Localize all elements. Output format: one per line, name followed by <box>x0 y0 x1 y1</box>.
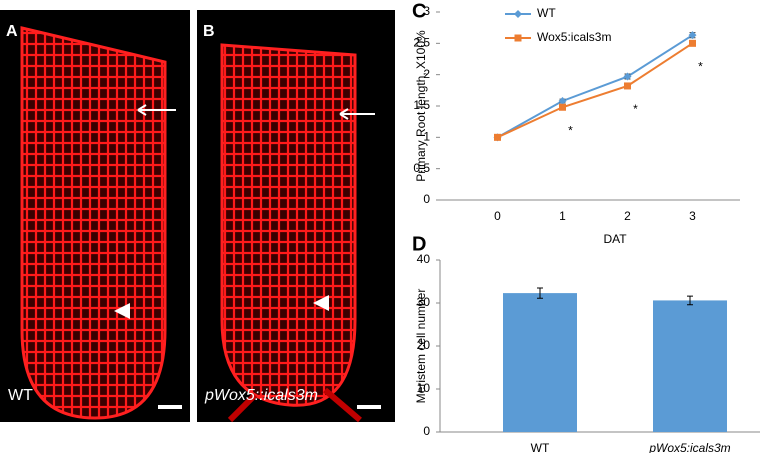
x-tick-label: 0 <box>494 209 501 223</box>
y-tick-label: 30 <box>417 295 431 309</box>
x-tick-label: pWox5:icals3m <box>648 441 730 453</box>
x-axis-title: DAT <box>603 232 627 246</box>
y-tick-label: 10 <box>417 381 431 395</box>
marker <box>559 103 566 111</box>
error-bar <box>537 287 543 299</box>
panel-letter: D <box>412 233 426 255</box>
micrograph-a: A WT <box>0 10 190 422</box>
marker <box>494 133 501 141</box>
image-label: WT <box>8 387 33 404</box>
y-axis-title: Meristem cell number <box>414 289 428 404</box>
marker <box>623 72 632 81</box>
bar <box>653 300 727 432</box>
y-tick-label: 1 <box>423 130 430 144</box>
y-tick-label: 40 <box>417 252 431 266</box>
marker <box>689 39 696 47</box>
y-tick-label: 3 <box>423 4 430 18</box>
bar <box>503 293 577 432</box>
legend-marker <box>514 10 522 18</box>
image-label: pWox5::icals3m <box>204 387 318 404</box>
marker <box>558 96 567 105</box>
y-axis-title: Primary Root length, X100% <box>414 30 428 182</box>
annotation: * <box>633 102 638 116</box>
x-tick-label: 2 <box>624 209 631 223</box>
x-tick-label: WT <box>531 441 550 453</box>
error-bar <box>687 295 693 306</box>
line <box>497 34 694 139</box>
y-tick-label: 1.5 <box>413 98 430 112</box>
marker <box>688 31 697 40</box>
line <box>497 42 694 139</box>
legend-marker <box>514 34 522 42</box>
y-tick-label: 0 <box>423 424 430 438</box>
x-tick-label: 1 <box>559 209 566 223</box>
y-tick-label: 2.5 <box>413 36 430 50</box>
annotation: * <box>568 123 573 137</box>
y-tick-label: 20 <box>417 338 431 352</box>
panel-letter: A <box>6 23 18 40</box>
legend-label: WT <box>537 6 556 20</box>
x-tick-label: 3 <box>689 209 696 223</box>
annotation: * <box>698 60 703 74</box>
marker <box>624 82 631 90</box>
micrograph-b: B pWox5::icals3m <box>197 10 395 423</box>
panel-letter: B <box>203 23 215 40</box>
y-tick-label: 2 <box>423 67 430 81</box>
y-tick-label: 0.5 <box>413 161 430 175</box>
y-tick-label: 0 <box>423 192 430 206</box>
legend-label: Wox5:icals3m <box>537 30 611 44</box>
panel-letter: C <box>412 0 426 22</box>
